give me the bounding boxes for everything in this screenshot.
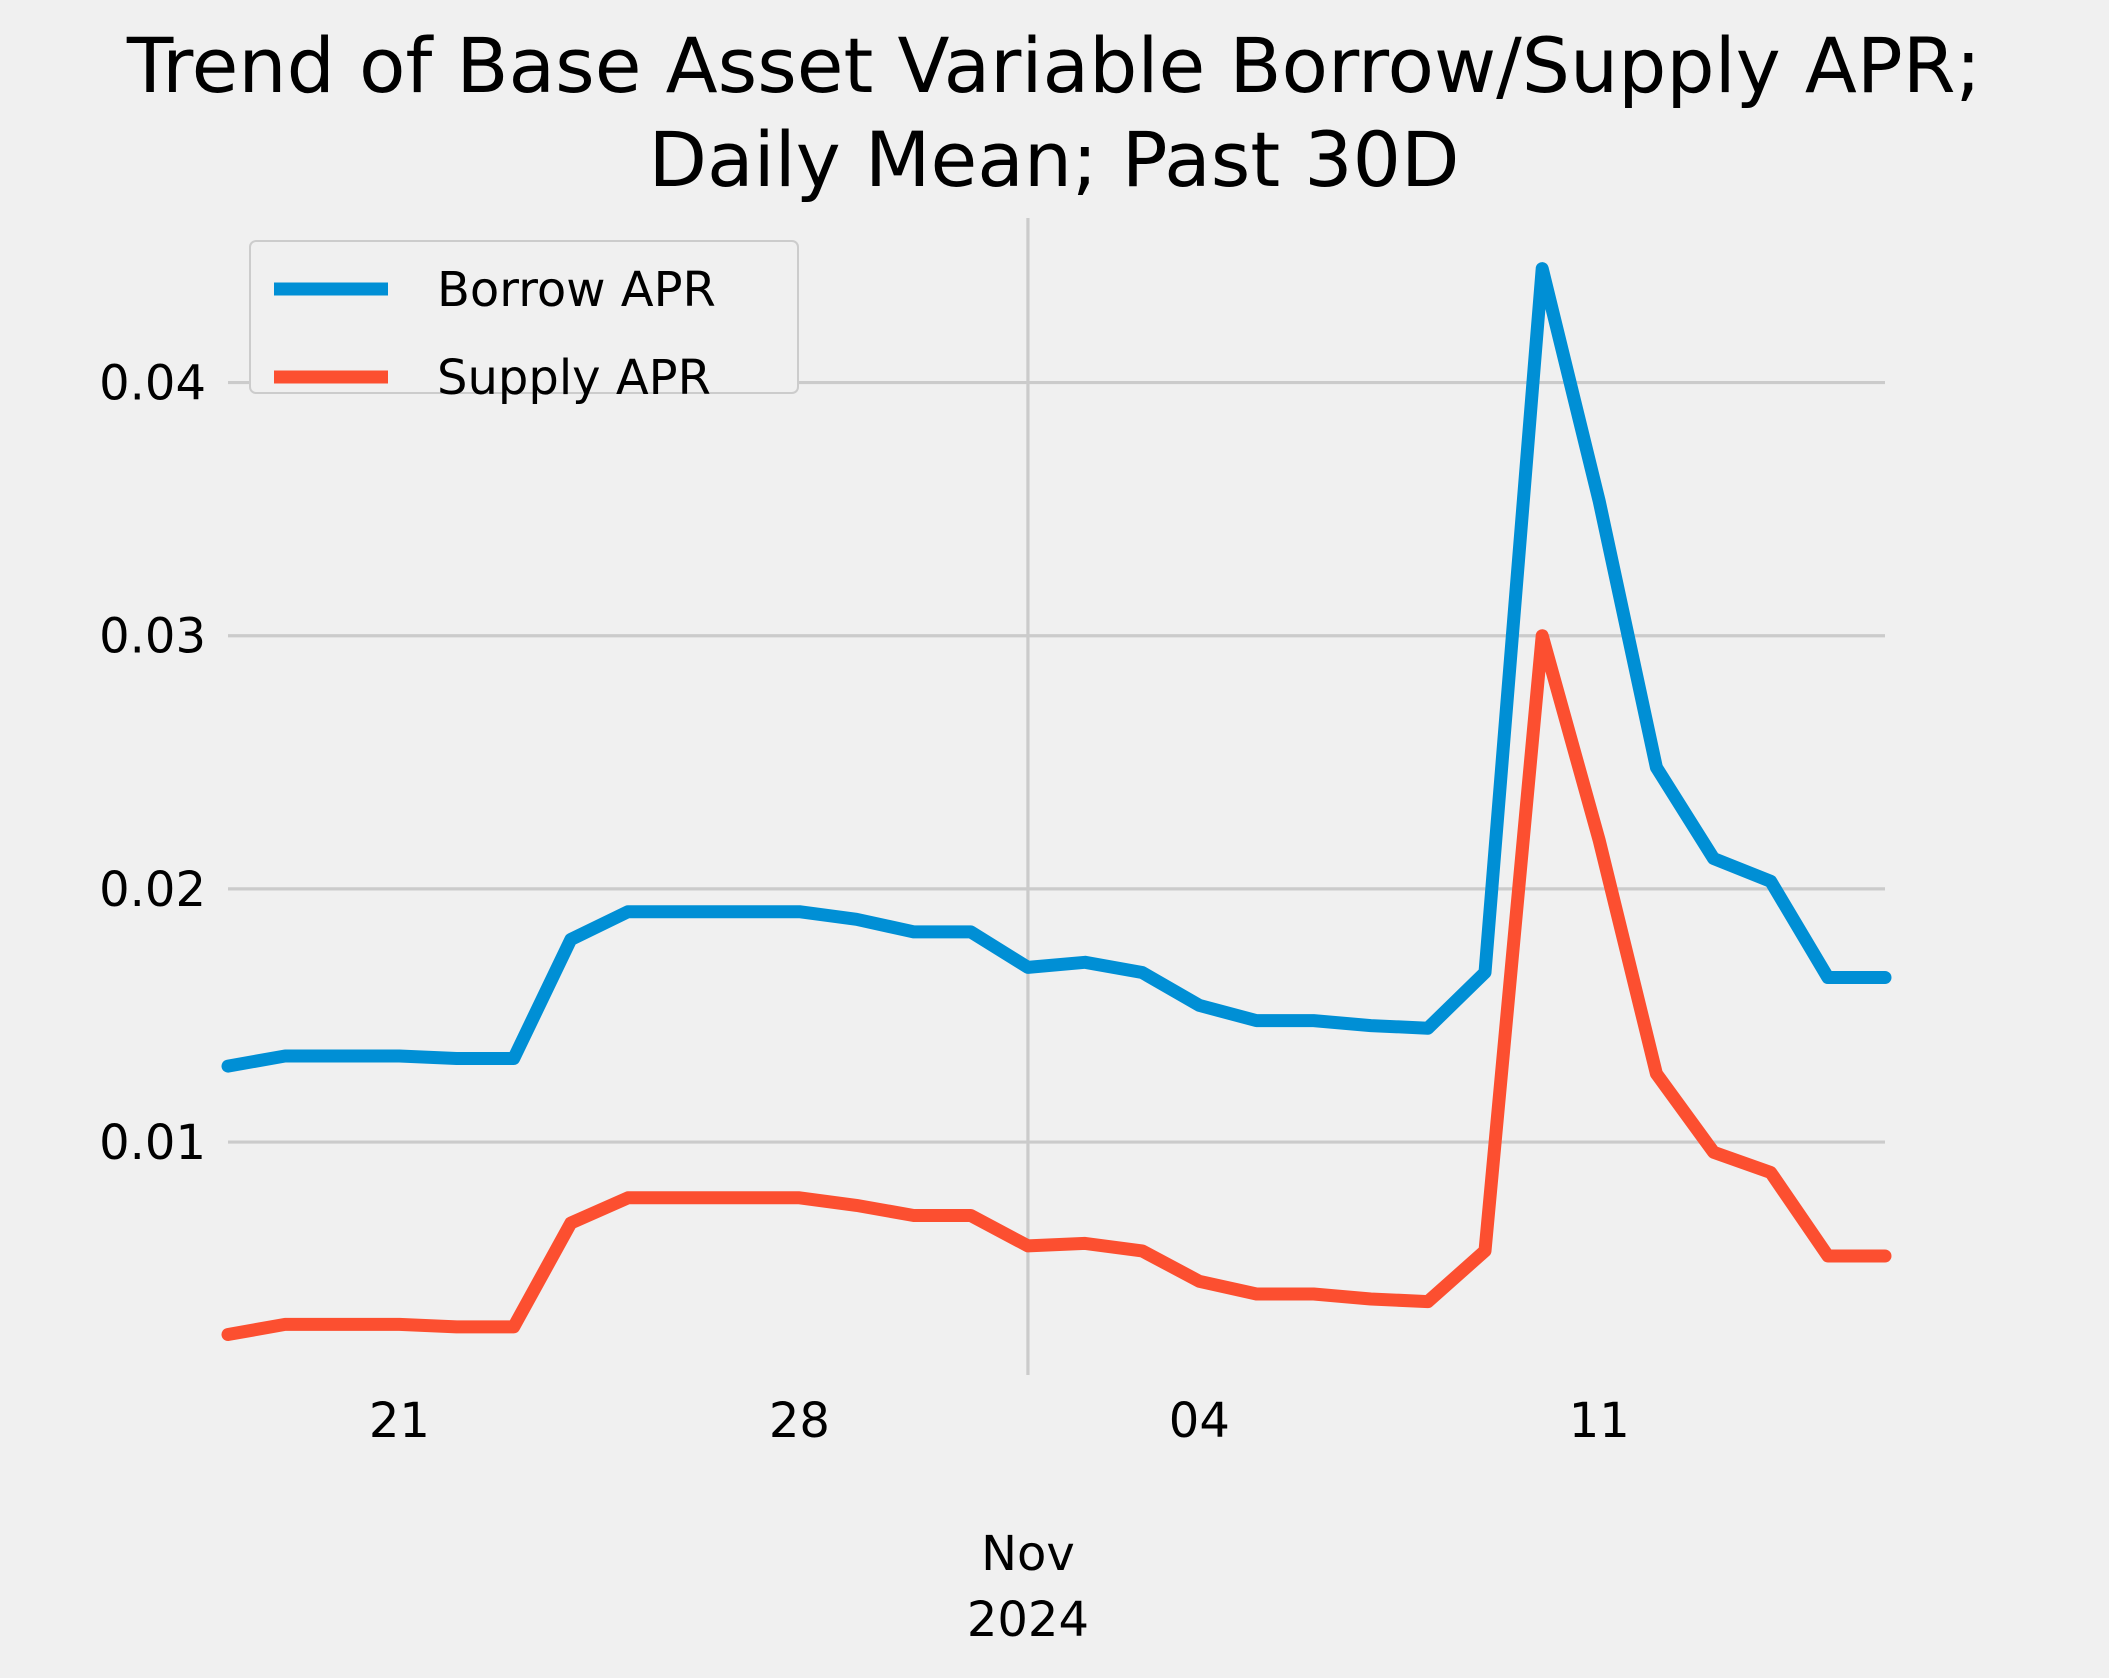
legend-box — [249, 240, 799, 394]
series-layer — [221, 262, 1892, 1341]
x-year-label: 2024 — [967, 1592, 1089, 1648]
x-tick-label: 21 — [369, 1393, 430, 1449]
axis-tick-layer: 0.01 0.02 0.03 0.04 21 28 04 11 Nov 2024 — [99, 356, 1630, 1648]
legend-label: Borrow APR — [437, 262, 716, 318]
chart-title-line-1: Trend of Base Asset Variable Borrow/Supp… — [126, 21, 1981, 110]
legend: Borrow APR Supply APR — [249, 240, 799, 406]
x-tick-label: 28 — [769, 1393, 830, 1449]
legend-label: Supply APR — [437, 350, 711, 406]
x-tick-label: 11 — [1569, 1393, 1630, 1449]
x-month-label: Nov — [981, 1526, 1075, 1582]
borrow-aprline-line — [221, 262, 1892, 1073]
y-tick-label: 0.01 — [99, 1115, 206, 1171]
y-tick-label: 0.03 — [99, 609, 206, 665]
supply-aprline-line — [221, 629, 1892, 1341]
x-tick-label: 04 — [1169, 1393, 1230, 1449]
y-tick-label: 0.04 — [99, 356, 206, 412]
y-tick-label: 0.02 — [99, 862, 206, 918]
chart-title-line-2: Daily Mean; Past 30D — [648, 115, 1459, 204]
